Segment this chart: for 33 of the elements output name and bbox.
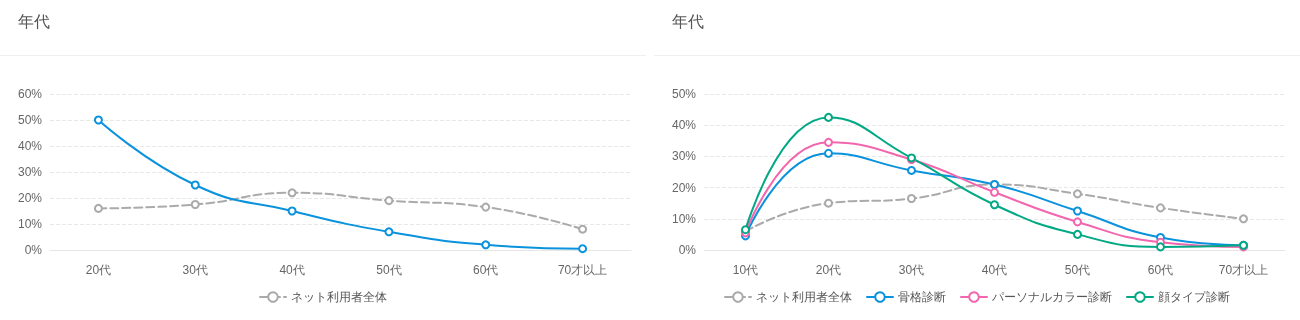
y-tick-label: 40%: [17, 139, 43, 153]
legend-label: 骨格診断: [898, 290, 946, 304]
x-tick-label: 60代: [473, 263, 499, 277]
y-tick-label: 10%: [671, 211, 697, 226]
x-tick-label: 20代: [85, 263, 112, 277]
y-tick-label: 30%: [671, 149, 697, 164]
y-tick-label: 20%: [17, 191, 43, 205]
y-tick-label: 40%: [671, 118, 697, 133]
chart-title: 年代: [0, 0, 646, 56]
x-tick-label: 30代: [182, 263, 208, 277]
y-tick-label: 0%: [678, 243, 697, 257]
x-tick-label: 40代: [981, 263, 1008, 277]
y-tick-label: 50%: [17, 113, 43, 127]
legend-label: ネット利用者全体: [291, 290, 387, 304]
y-tick-label: 10%: [17, 217, 43, 231]
y-tick-label: 20%: [671, 180, 697, 195]
x-tick-label: 70才以上: [1218, 263, 1269, 277]
y-tick-label: 50%: [671, 87, 697, 101]
y-tick-label: 60%: [17, 87, 43, 101]
y-tick-label: 30%: [17, 165, 43, 179]
legend-label: ネット利用者全体: [756, 290, 852, 304]
chart-title: 年代: [654, 0, 1300, 56]
y-tick-label: 0%: [24, 243, 43, 257]
x-tick-label: 20代: [815, 263, 842, 277]
x-tick-label: 10代: [732, 263, 759, 277]
x-tick-label: 60代: [1147, 263, 1174, 277]
x-tick-label: 50代: [1064, 263, 1091, 277]
x-tick-label: 40代: [279, 263, 305, 277]
legend-label: 顔タイプ診断: [1158, 290, 1230, 304]
x-tick-label: 50代: [376, 263, 402, 277]
legend-label: パーソナルカラー診断: [991, 290, 1112, 304]
x-tick-label: 30代: [898, 263, 925, 277]
x-tick-label: 70才以上: [557, 263, 608, 277]
